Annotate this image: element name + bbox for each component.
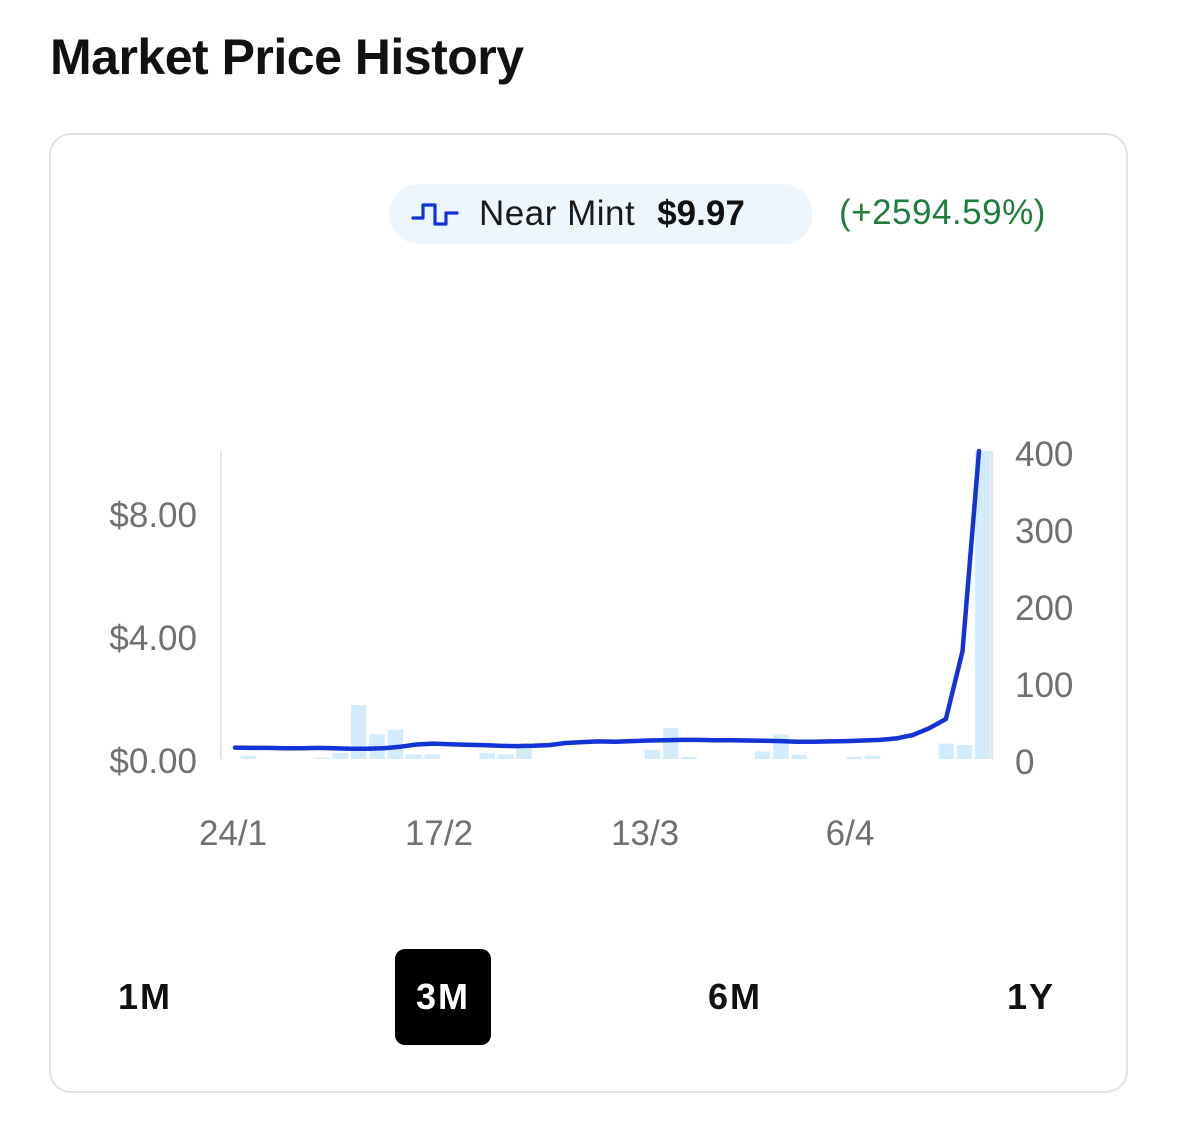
range-6m-button[interactable]: 6M (707, 976, 762, 1017)
price-change-percent: (+2594.59%) (839, 193, 1046, 232)
volume-bar (332, 752, 348, 759)
condition-label: Near Mint (479, 194, 636, 233)
volume-bar (846, 756, 862, 759)
range-selector: 1M 3M 6M 1Y (51, 949, 1126, 1045)
page-title: Market Price History (50, 29, 524, 85)
volume-bar (956, 745, 973, 759)
volume-bar (424, 754, 440, 759)
price-line (232, 448, 982, 752)
volume-bar (387, 729, 404, 759)
volume-bar (681, 756, 697, 759)
volume-bar (516, 748, 532, 759)
y-right-tick: 400 (1015, 435, 1073, 474)
volume-bar (497, 754, 514, 759)
y-left-tick: $0.00 (109, 742, 197, 781)
volume-bar (791, 755, 807, 759)
y-left-tick: $8.00 (109, 496, 197, 535)
current-price: $9.97 (657, 194, 745, 233)
volume-bar (644, 749, 661, 759)
volume-bar (314, 757, 330, 759)
volume-bar (406, 754, 422, 759)
volume-bar (351, 705, 367, 759)
volume-bar (865, 755, 881, 759)
legend-pill[interactable]: Near Mint $9.97 (389, 184, 813, 244)
range-1m-button[interactable]: 1M (117, 976, 172, 1017)
y-right-tick: 100 (1015, 666, 1073, 705)
x-tick: 6/4 (826, 814, 875, 853)
range-1y-button[interactable]: 1Y (1006, 976, 1056, 1017)
volume-bar (975, 451, 991, 759)
volume-bar (479, 752, 495, 759)
price-history-card: Near Mint $9.97 (+2594.59%) $0.00 $4.00 … (49, 133, 1128, 1093)
y-right-tick: 200 (1015, 589, 1073, 628)
x-tick: 24/1 (199, 814, 267, 853)
volume-bar (773, 734, 789, 759)
volume-bars (240, 451, 991, 759)
price-chart: $0.00 $4.00 $8.00 0 100 200 300 400 24/1… (109, 435, 1073, 853)
x-tick: 17/2 (405, 814, 473, 853)
volume-bar (754, 751, 771, 759)
volume-bar (663, 728, 679, 759)
range-3m-button[interactable]: 3M (395, 949, 491, 1045)
x-tick: 13/3 (611, 814, 679, 853)
y-right-tick: 300 (1015, 512, 1073, 551)
volume-bar (938, 743, 954, 759)
y-left-tick: $4.00 (109, 619, 197, 658)
line-chart-icon (411, 199, 459, 229)
volume-bar (240, 755, 257, 759)
y-right-tick: 0 (1015, 743, 1034, 782)
